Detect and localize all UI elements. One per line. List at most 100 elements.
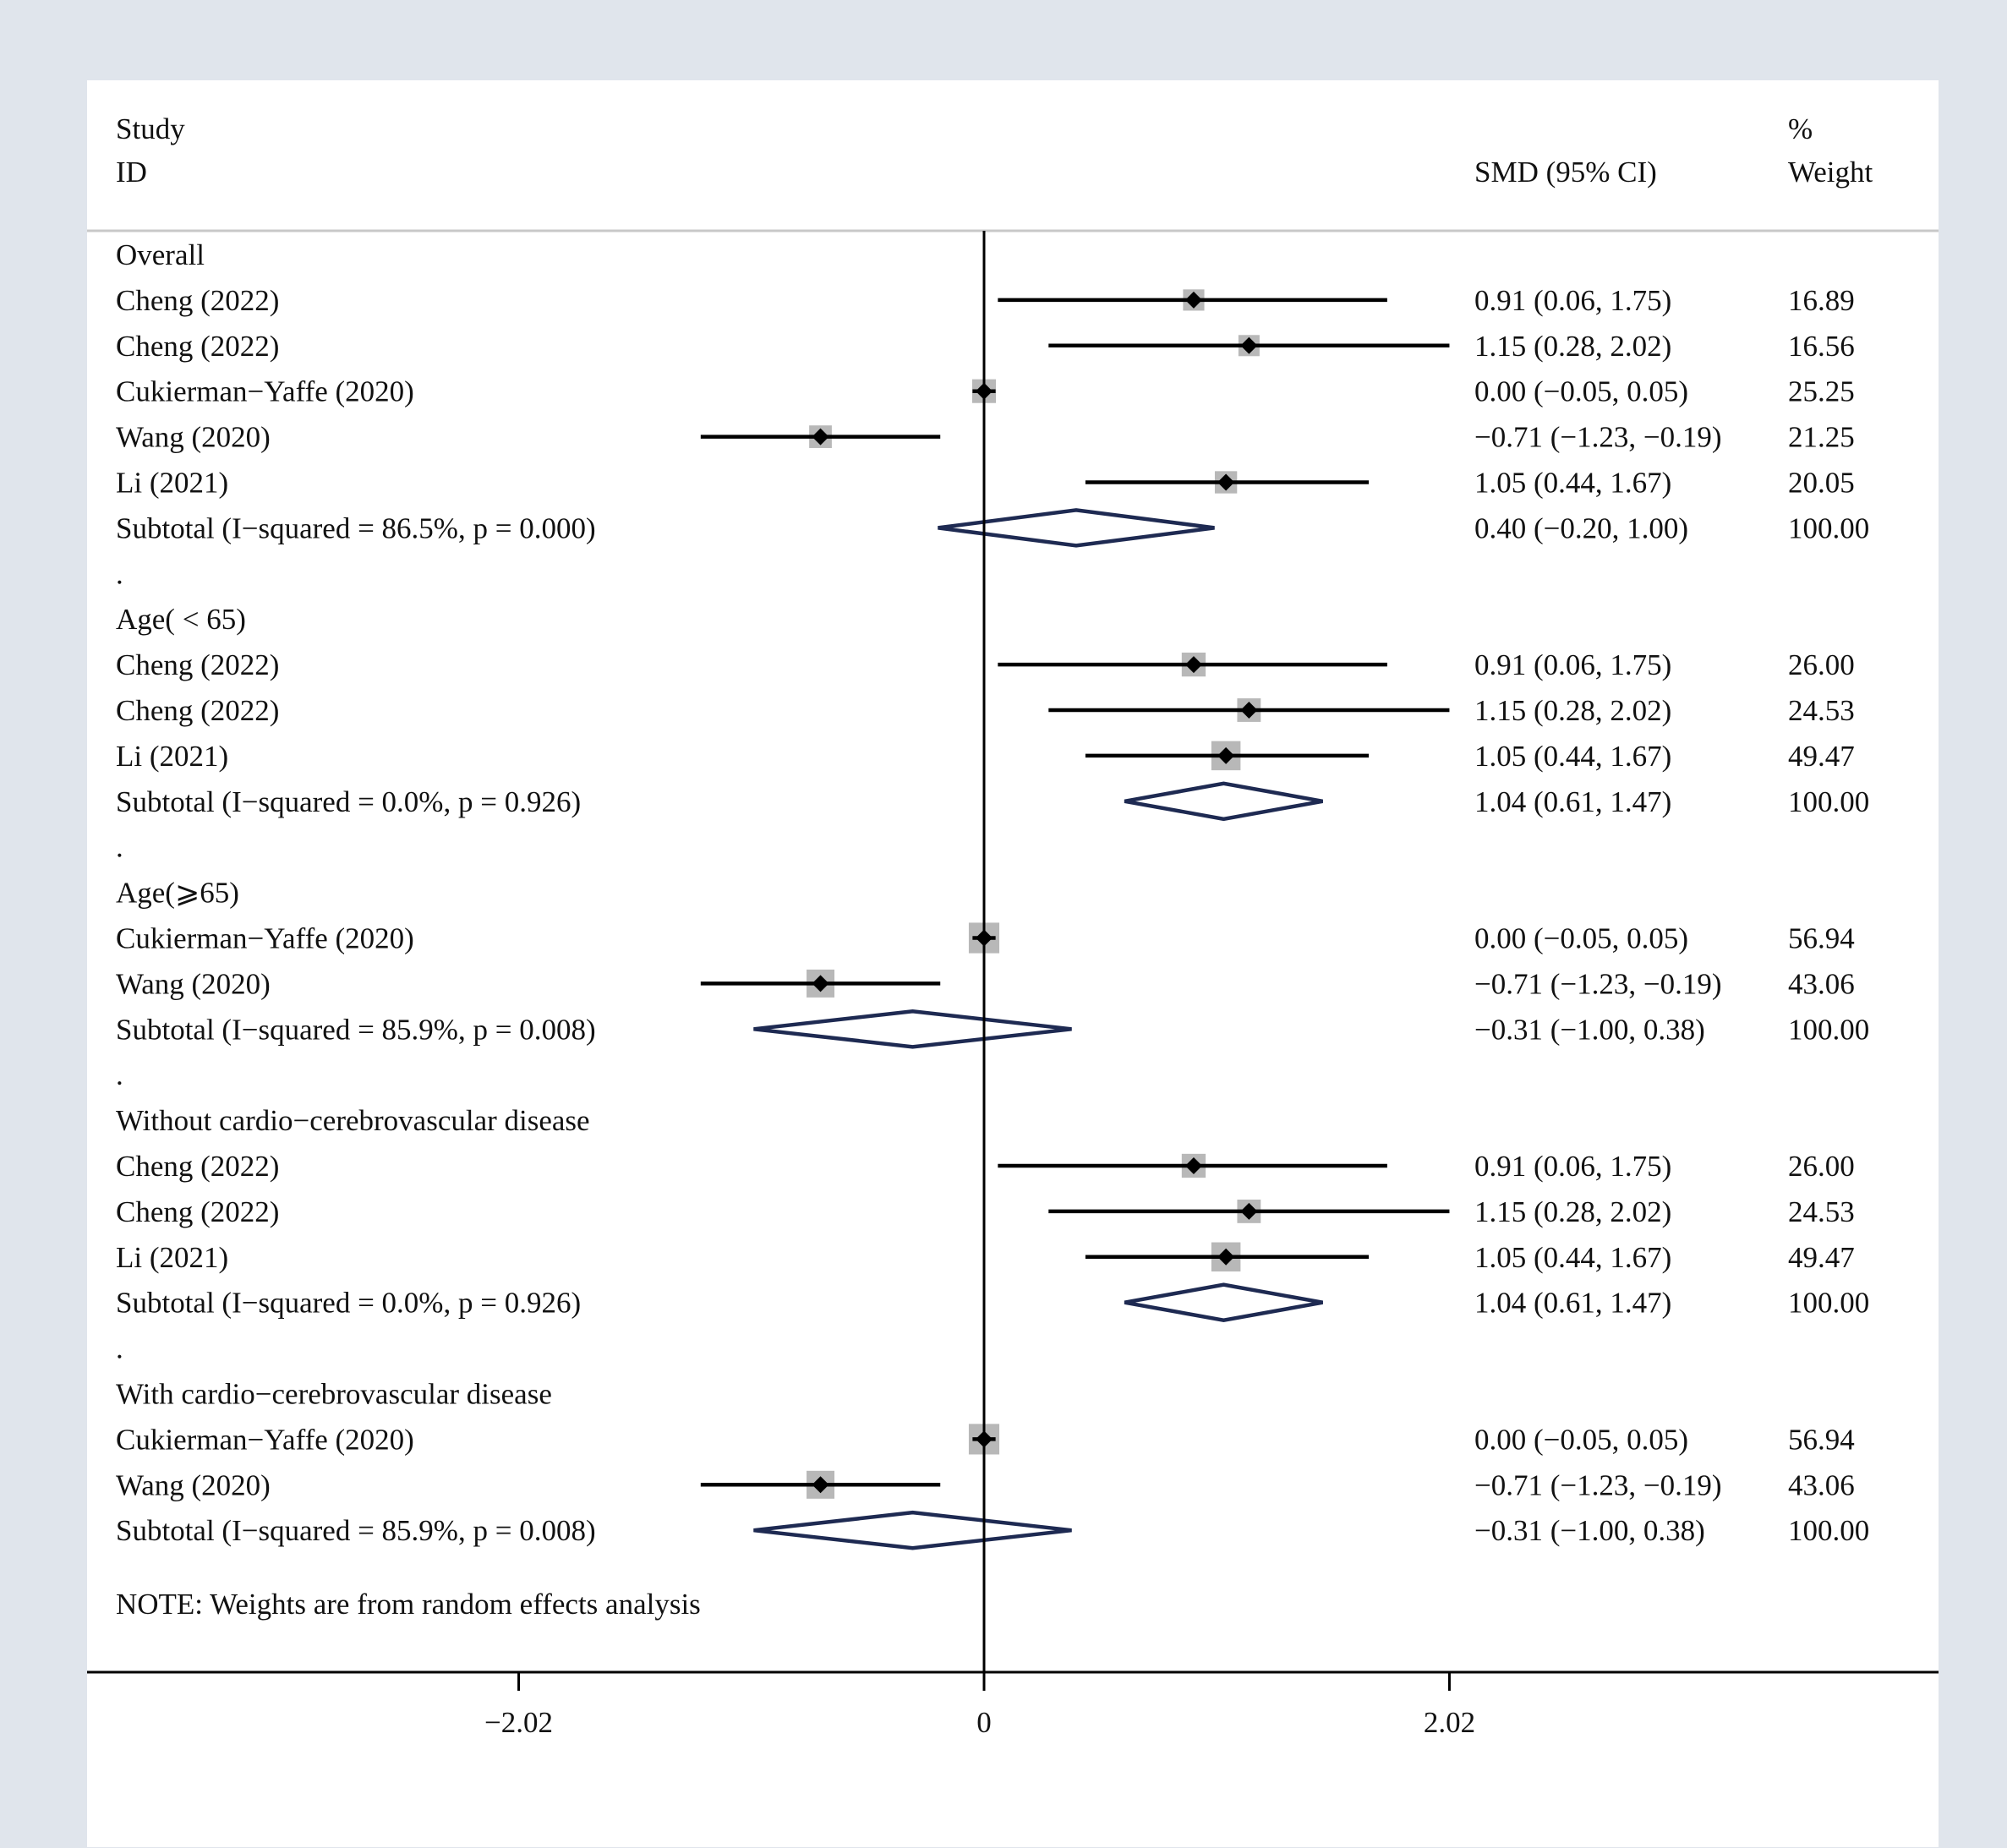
pooled-diamond	[1124, 781, 1323, 822]
pooled-diamond	[938, 508, 1215, 548]
row-group: Without cardio−cerebrovascular disease	[116, 1104, 590, 1137]
header-weight-line2: Weight	[1788, 156, 1873, 189]
row-label: Li (2021)	[116, 467, 228, 500]
weight-text: 100.00	[1788, 1514, 1869, 1547]
weight-text: 16.56	[1788, 330, 1855, 363]
row-label: Cukierman−Yaffe (2020)	[116, 922, 414, 955]
row-label: Subtotal (I−squared = 85.9%, p = 0.008)	[116, 1013, 596, 1046]
point-estimate	[1240, 336, 1258, 354]
row-group: With cardio−cerebrovascular disease	[116, 1378, 552, 1411]
header: Study ID SMD (95% CI) % Weight	[87, 112, 1939, 232]
x-tick-label: 0	[976, 1706, 992, 1739]
row-label: Li (2021)	[116, 1241, 228, 1274]
row-study: Cukierman−Yaffe (2020) 0.00 (−0.05, 0.05)…	[116, 375, 1855, 408]
weight-text: 43.06	[1788, 1468, 1855, 1501]
weight-text: 56.94	[1788, 1423, 1855, 1456]
weight-text: 20.05	[1788, 467, 1855, 500]
ci-text: 1.05 (0.44, 1.67)	[1474, 740, 1671, 773]
rows: Overall Cheng (2022) 0.91 (0.06, 1.75) 16.8…	[116, 238, 1869, 1550]
weight-text: 21.25	[1788, 421, 1855, 454]
header-study-line2: ID	[116, 156, 147, 189]
weight-text: 26.00	[1788, 648, 1855, 681]
pooled-diamond	[1124, 1282, 1323, 1322]
row-study: Li (2021) 1.05 (0.44, 1.67) 49.47	[116, 740, 1855, 773]
ci-text: 1.15 (0.28, 2.02)	[1474, 1195, 1671, 1228]
row-label: Li (2021)	[116, 740, 228, 773]
header-weight-line1: %	[1788, 112, 1813, 145]
row-subtotal: Subtotal (I−squared = 85.9%, p = 0.008) −…	[116, 1510, 1869, 1550]
weight-text: 26.00	[1788, 1150, 1855, 1183]
ci-text: −0.71 (−1.23, −0.19)	[1474, 1468, 1722, 1501]
weight-text: 100.00	[1788, 1013, 1869, 1046]
x-tick-label: 2.02	[1424, 1706, 1475, 1739]
separator-dot: .	[116, 1058, 123, 1091]
separator-dot: .	[116, 557, 123, 590]
point-estimate	[1217, 1248, 1235, 1266]
point-estimate	[1217, 746, 1235, 764]
row-study: Cheng (2022) 1.15 (0.28, 2.02) 16.56	[116, 330, 1855, 363]
weight-text: 100.00	[1788, 785, 1869, 818]
point-estimate	[1240, 702, 1258, 719]
ci-text: −0.31 (−1.00, 0.38)	[1474, 1013, 1705, 1046]
row-subtotal: Subtotal (I−squared = 86.5%, p = 0.000) 0…	[116, 508, 1869, 548]
weight-text: 16.89	[1788, 284, 1855, 317]
point-estimate	[812, 975, 829, 992]
row-label: Cukierman−Yaffe (2020)	[116, 375, 414, 408]
row-dot: .	[116, 1332, 123, 1365]
ci-text: 1.05 (0.44, 1.67)	[1474, 467, 1671, 500]
weight-text: 25.25	[1788, 375, 1855, 408]
row-subtotal: Subtotal (I−squared = 0.0%, p = 0.926) 1.…	[116, 1282, 1869, 1322]
x-axis: −2.02 0 2.02	[87, 1670, 1939, 1739]
group-label: Age( < 65)	[116, 603, 246, 636]
row-label: Cheng (2022)	[116, 1195, 279, 1228]
ci-text: 1.05 (0.44, 1.67)	[1474, 1241, 1671, 1274]
weight-text: 100.00	[1788, 511, 1869, 544]
ci-text: 1.15 (0.28, 2.02)	[1474, 330, 1671, 363]
point-estimate	[1184, 656, 1202, 674]
forest-plot-panel: Study ID SMD (95% CI) % Weight Overall Ch…	[87, 80, 1939, 1847]
row-study: Wang (2020) −0.71 (−1.23, −0.19) 21.25	[116, 421, 1855, 454]
weight-text: 49.47	[1788, 740, 1855, 773]
ci-text: 0.00 (−0.05, 0.05)	[1474, 375, 1688, 408]
row-label: Subtotal (I−squared = 85.9%, p = 0.008)	[116, 1514, 596, 1547]
ci-text: −0.31 (−1.00, 0.38)	[1474, 1514, 1705, 1547]
ci-text: 0.40 (−0.20, 1.00)	[1474, 511, 1688, 544]
row-study: Cheng (2022) 0.91 (0.06, 1.75) 26.00	[116, 648, 1855, 681]
row-study: Cheng (2022) 0.91 (0.06, 1.75) 26.00	[116, 1150, 1855, 1183]
weight-text: 100.00	[1788, 1287, 1869, 1320]
group-label: With cardio−cerebrovascular disease	[116, 1378, 552, 1411]
ci-text: 0.91 (0.06, 1.75)	[1474, 1150, 1671, 1183]
group-label: Overall	[116, 238, 205, 271]
header-study-line1: Study	[116, 112, 185, 145]
row-label: Cheng (2022)	[116, 648, 279, 681]
point-estimate	[812, 428, 829, 446]
row-label: Wang (2020)	[116, 1468, 271, 1501]
row-label: Wang (2020)	[116, 421, 271, 454]
row-label: Cheng (2022)	[116, 694, 279, 727]
row-study: Wang (2020) −0.71 (−1.23, −0.19) 43.06	[116, 1468, 1855, 1501]
ci-text: −0.71 (−1.23, −0.19)	[1474, 967, 1722, 1000]
weight-text: 49.47	[1788, 1241, 1855, 1274]
pooled-diamond	[753, 1009, 1072, 1049]
ci-text: 1.04 (0.61, 1.47)	[1474, 785, 1671, 818]
weight-text: 24.53	[1788, 1195, 1855, 1228]
ci-text: −0.71 (−1.23, −0.19)	[1474, 421, 1722, 454]
row-subtotal: Subtotal (I−squared = 85.9%, p = 0.008) −…	[116, 1009, 1869, 1049]
row-label: Subtotal (I−squared = 0.0%, p = 0.926)	[116, 785, 581, 818]
row-group: Age( < 65)	[116, 603, 246, 636]
ci-text: 0.00 (−0.05, 0.05)	[1474, 922, 1688, 955]
point-estimate	[1240, 1202, 1258, 1220]
header-effect: SMD (95% CI)	[1474, 156, 1657, 189]
note: NOTE: Weights are from random effects an…	[116, 1588, 701, 1621]
row-dot: .	[116, 557, 123, 590]
row-subtotal: Subtotal (I−squared = 0.0%, p = 0.926) 1.…	[116, 781, 1869, 822]
ci-text: 1.04 (0.61, 1.47)	[1474, 1287, 1671, 1320]
row-label: Subtotal (I−squared = 0.0%, p = 0.926)	[116, 1287, 581, 1320]
weight-text: 56.94	[1788, 922, 1855, 955]
row-group: Age(⩾65)	[116, 877, 239, 910]
row-study: Cheng (2022) 1.15 (0.28, 2.02) 24.53	[116, 1195, 1855, 1228]
forest-plot: Study ID SMD (95% CI) % Weight Overall Ch…	[87, 112, 1939, 1739]
group-label: Without cardio−cerebrovascular disease	[116, 1104, 590, 1137]
row-label: Cukierman−Yaffe (2020)	[116, 1423, 414, 1456]
ci-text: 1.15 (0.28, 2.02)	[1474, 694, 1671, 727]
